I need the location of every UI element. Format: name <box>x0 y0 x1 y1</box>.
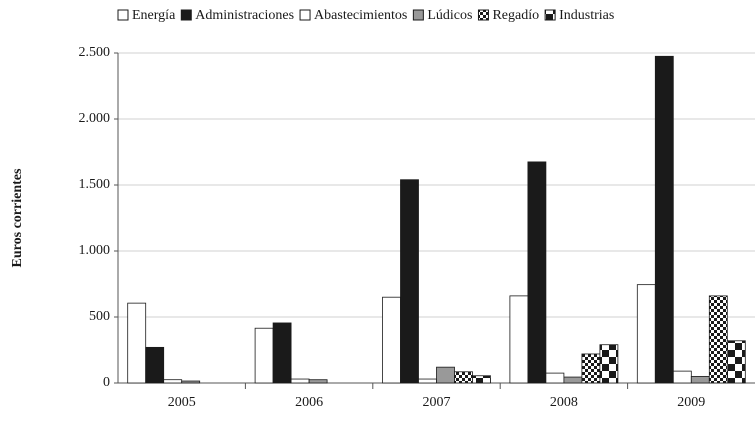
bar <box>672 370 692 384</box>
bar <box>509 295 529 384</box>
legend-label: Abastecimientos <box>314 8 407 23</box>
bar <box>145 346 165 384</box>
legend-swatch <box>180 9 192 21</box>
bar <box>308 379 328 384</box>
x-tick-label: 2008 <box>550 395 578 410</box>
x-tick-label: 2006 <box>295 395 323 410</box>
bar <box>454 371 473 384</box>
legend-swatch <box>477 9 489 21</box>
bar <box>382 296 401 384</box>
bar <box>290 378 310 384</box>
y-tick-label: 1.000 <box>79 243 111 258</box>
bar <box>726 340 746 384</box>
bar <box>708 295 728 384</box>
legend-label: Lúdicos <box>427 8 472 23</box>
bar <box>254 327 274 384</box>
bar <box>163 379 183 384</box>
bar <box>181 380 201 384</box>
y-tick-label: 1.500 <box>79 177 111 192</box>
bar <box>527 161 547 384</box>
bar <box>581 353 601 384</box>
legend-label: Energía <box>132 8 176 23</box>
bar <box>654 55 674 384</box>
legend-swatch <box>412 9 424 21</box>
y-tick-label: 500 <box>89 309 110 324</box>
bar <box>127 302 147 384</box>
legend-label: Industrias <box>559 8 614 23</box>
y-axis-title: Euros corrientes <box>10 168 25 267</box>
bar <box>436 366 455 384</box>
bar <box>563 376 583 384</box>
bar <box>599 344 619 384</box>
y-tick-label: 2.000 <box>79 111 111 126</box>
bar <box>418 378 437 384</box>
legend-label: Regadío <box>492 8 539 23</box>
x-tick-label: 2009 <box>677 395 705 410</box>
x-tick-label: 2007 <box>423 395 451 410</box>
bar <box>690 375 710 384</box>
y-tick-label: 2.500 <box>79 45 111 60</box>
bar <box>272 322 292 384</box>
legend-label: Administraciones <box>195 8 294 23</box>
bar <box>636 284 656 384</box>
legend-swatch <box>544 9 556 21</box>
bar <box>472 375 491 384</box>
x-tick-label: 2005 <box>168 395 196 410</box>
bar <box>400 179 419 384</box>
legend-swatch <box>117 9 129 21</box>
legend-swatch <box>299 9 311 21</box>
y-tick-label: 0 <box>103 375 110 390</box>
bar <box>545 372 565 384</box>
